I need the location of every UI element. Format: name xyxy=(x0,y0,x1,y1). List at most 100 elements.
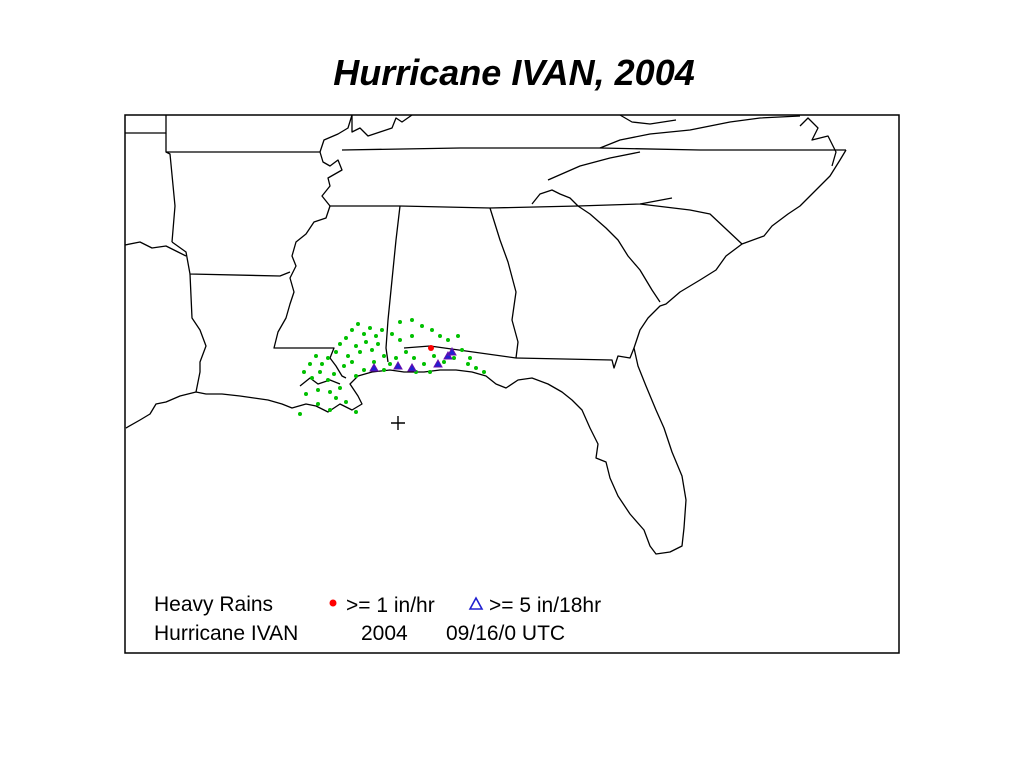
station-dot xyxy=(328,408,332,412)
station-dot xyxy=(428,370,432,374)
legend-red-label: >= 1 in/hr xyxy=(346,594,435,617)
caption-storm-name: Hurricane IVAN xyxy=(154,622,298,645)
coast-la-detail xyxy=(299,377,341,387)
station-dot xyxy=(388,362,392,366)
station-dot xyxy=(452,356,456,360)
station-dot xyxy=(468,356,472,360)
station-dot xyxy=(482,370,486,374)
boundary-virginia-ky xyxy=(599,115,801,149)
heavy-rain-triangle xyxy=(393,360,403,370)
station-dot xyxy=(334,396,338,400)
station-dot xyxy=(354,374,358,378)
station-dot xyxy=(326,378,330,382)
station-dot xyxy=(404,350,408,354)
station-dot xyxy=(474,366,478,370)
boundary-ok-tx xyxy=(124,241,187,257)
station-dot xyxy=(432,354,436,358)
coastline xyxy=(125,149,847,555)
heavy-rain-triangle xyxy=(433,358,443,368)
station-dot xyxy=(316,402,320,406)
heavy-rain-triangle xyxy=(447,346,457,356)
station-dot xyxy=(342,364,346,368)
station-dot xyxy=(298,412,302,416)
legend-heading: Heavy Rains xyxy=(154,593,273,616)
storm-center-marker xyxy=(391,416,405,430)
station-dot xyxy=(326,356,330,360)
boundary-nc-va xyxy=(547,151,641,181)
station-dot xyxy=(390,332,394,336)
boundary-nc-west xyxy=(531,189,579,207)
boundary-oklahoma-arkansas xyxy=(165,133,176,243)
station-dot xyxy=(376,342,380,346)
station-dot xyxy=(422,362,426,366)
station-dot xyxy=(410,334,414,338)
heavy-rain-triangle xyxy=(369,362,379,372)
station-dot xyxy=(446,338,450,342)
station-dot xyxy=(350,360,354,364)
station-dot xyxy=(320,362,324,366)
station-dot xyxy=(380,328,384,332)
station-dot xyxy=(358,350,362,354)
station-dot xyxy=(368,326,372,330)
coast-chesapeake xyxy=(799,117,837,167)
boundary-tx-la xyxy=(189,273,207,393)
station-dot xyxy=(314,354,318,358)
rain-rate-dot xyxy=(428,345,434,351)
boundary-wv xyxy=(619,114,677,125)
plus-icon xyxy=(391,416,405,430)
map-title: Hurricane IVAN, 2004 xyxy=(333,52,695,93)
caption-year: 2004 xyxy=(361,622,408,645)
boundary-tennessee-south xyxy=(330,197,673,209)
station-dot xyxy=(346,354,350,358)
legend-red-dot-icon xyxy=(329,599,337,607)
station-dot xyxy=(410,318,414,322)
station-dot xyxy=(382,354,386,358)
station-dot xyxy=(420,324,424,328)
station-dot xyxy=(338,386,342,390)
station-dot xyxy=(382,368,386,372)
caption-time: 09/16/0 UTC xyxy=(446,622,565,645)
station-dot xyxy=(316,388,320,392)
station-dot xyxy=(332,372,336,376)
station-dot xyxy=(370,348,374,352)
station-dot xyxy=(356,322,360,326)
station-dot xyxy=(344,336,348,340)
station-dot xyxy=(364,340,368,344)
boundary-ga-fl xyxy=(515,347,635,369)
station-dot xyxy=(308,362,312,366)
legend-blue-triangle-icon xyxy=(468,596,484,610)
station-dot xyxy=(372,360,376,364)
station-dot xyxy=(354,344,358,348)
station-dot xyxy=(398,320,402,324)
station-dot xyxy=(442,360,446,364)
station-dot xyxy=(466,362,470,366)
heavy-rain-triangle xyxy=(407,362,417,372)
station-dot xyxy=(362,368,366,372)
station-dot xyxy=(302,370,306,374)
legend-blue-label: >= 5 in/18hr xyxy=(489,594,601,617)
boundary-missouri-east xyxy=(319,114,353,153)
station-dot xyxy=(310,376,314,380)
boundary-nc-sc xyxy=(639,203,743,245)
station-dot xyxy=(354,410,358,414)
station-dot xyxy=(430,328,434,332)
boundary-kentucky-south-lines xyxy=(351,114,413,137)
station-dot xyxy=(374,334,378,338)
station-dot xyxy=(328,390,332,394)
station-dot xyxy=(362,332,366,336)
station-dot xyxy=(334,350,338,354)
station-dot xyxy=(394,356,398,360)
station-dot xyxy=(398,338,402,342)
boundary-arkansas-north xyxy=(166,151,343,207)
station-dot xyxy=(456,334,460,338)
station-dot xyxy=(304,392,308,396)
station-dot xyxy=(344,400,348,404)
legend: Heavy Rains >= 1 in/hr >= 5 in/18hr Hurr… xyxy=(154,593,601,645)
station-dot xyxy=(460,348,464,352)
station-dot xyxy=(438,334,442,338)
station-dot xyxy=(318,370,322,374)
rain-observations xyxy=(298,318,486,416)
boundary-ga-sc xyxy=(577,205,661,303)
station-dot xyxy=(350,328,354,332)
